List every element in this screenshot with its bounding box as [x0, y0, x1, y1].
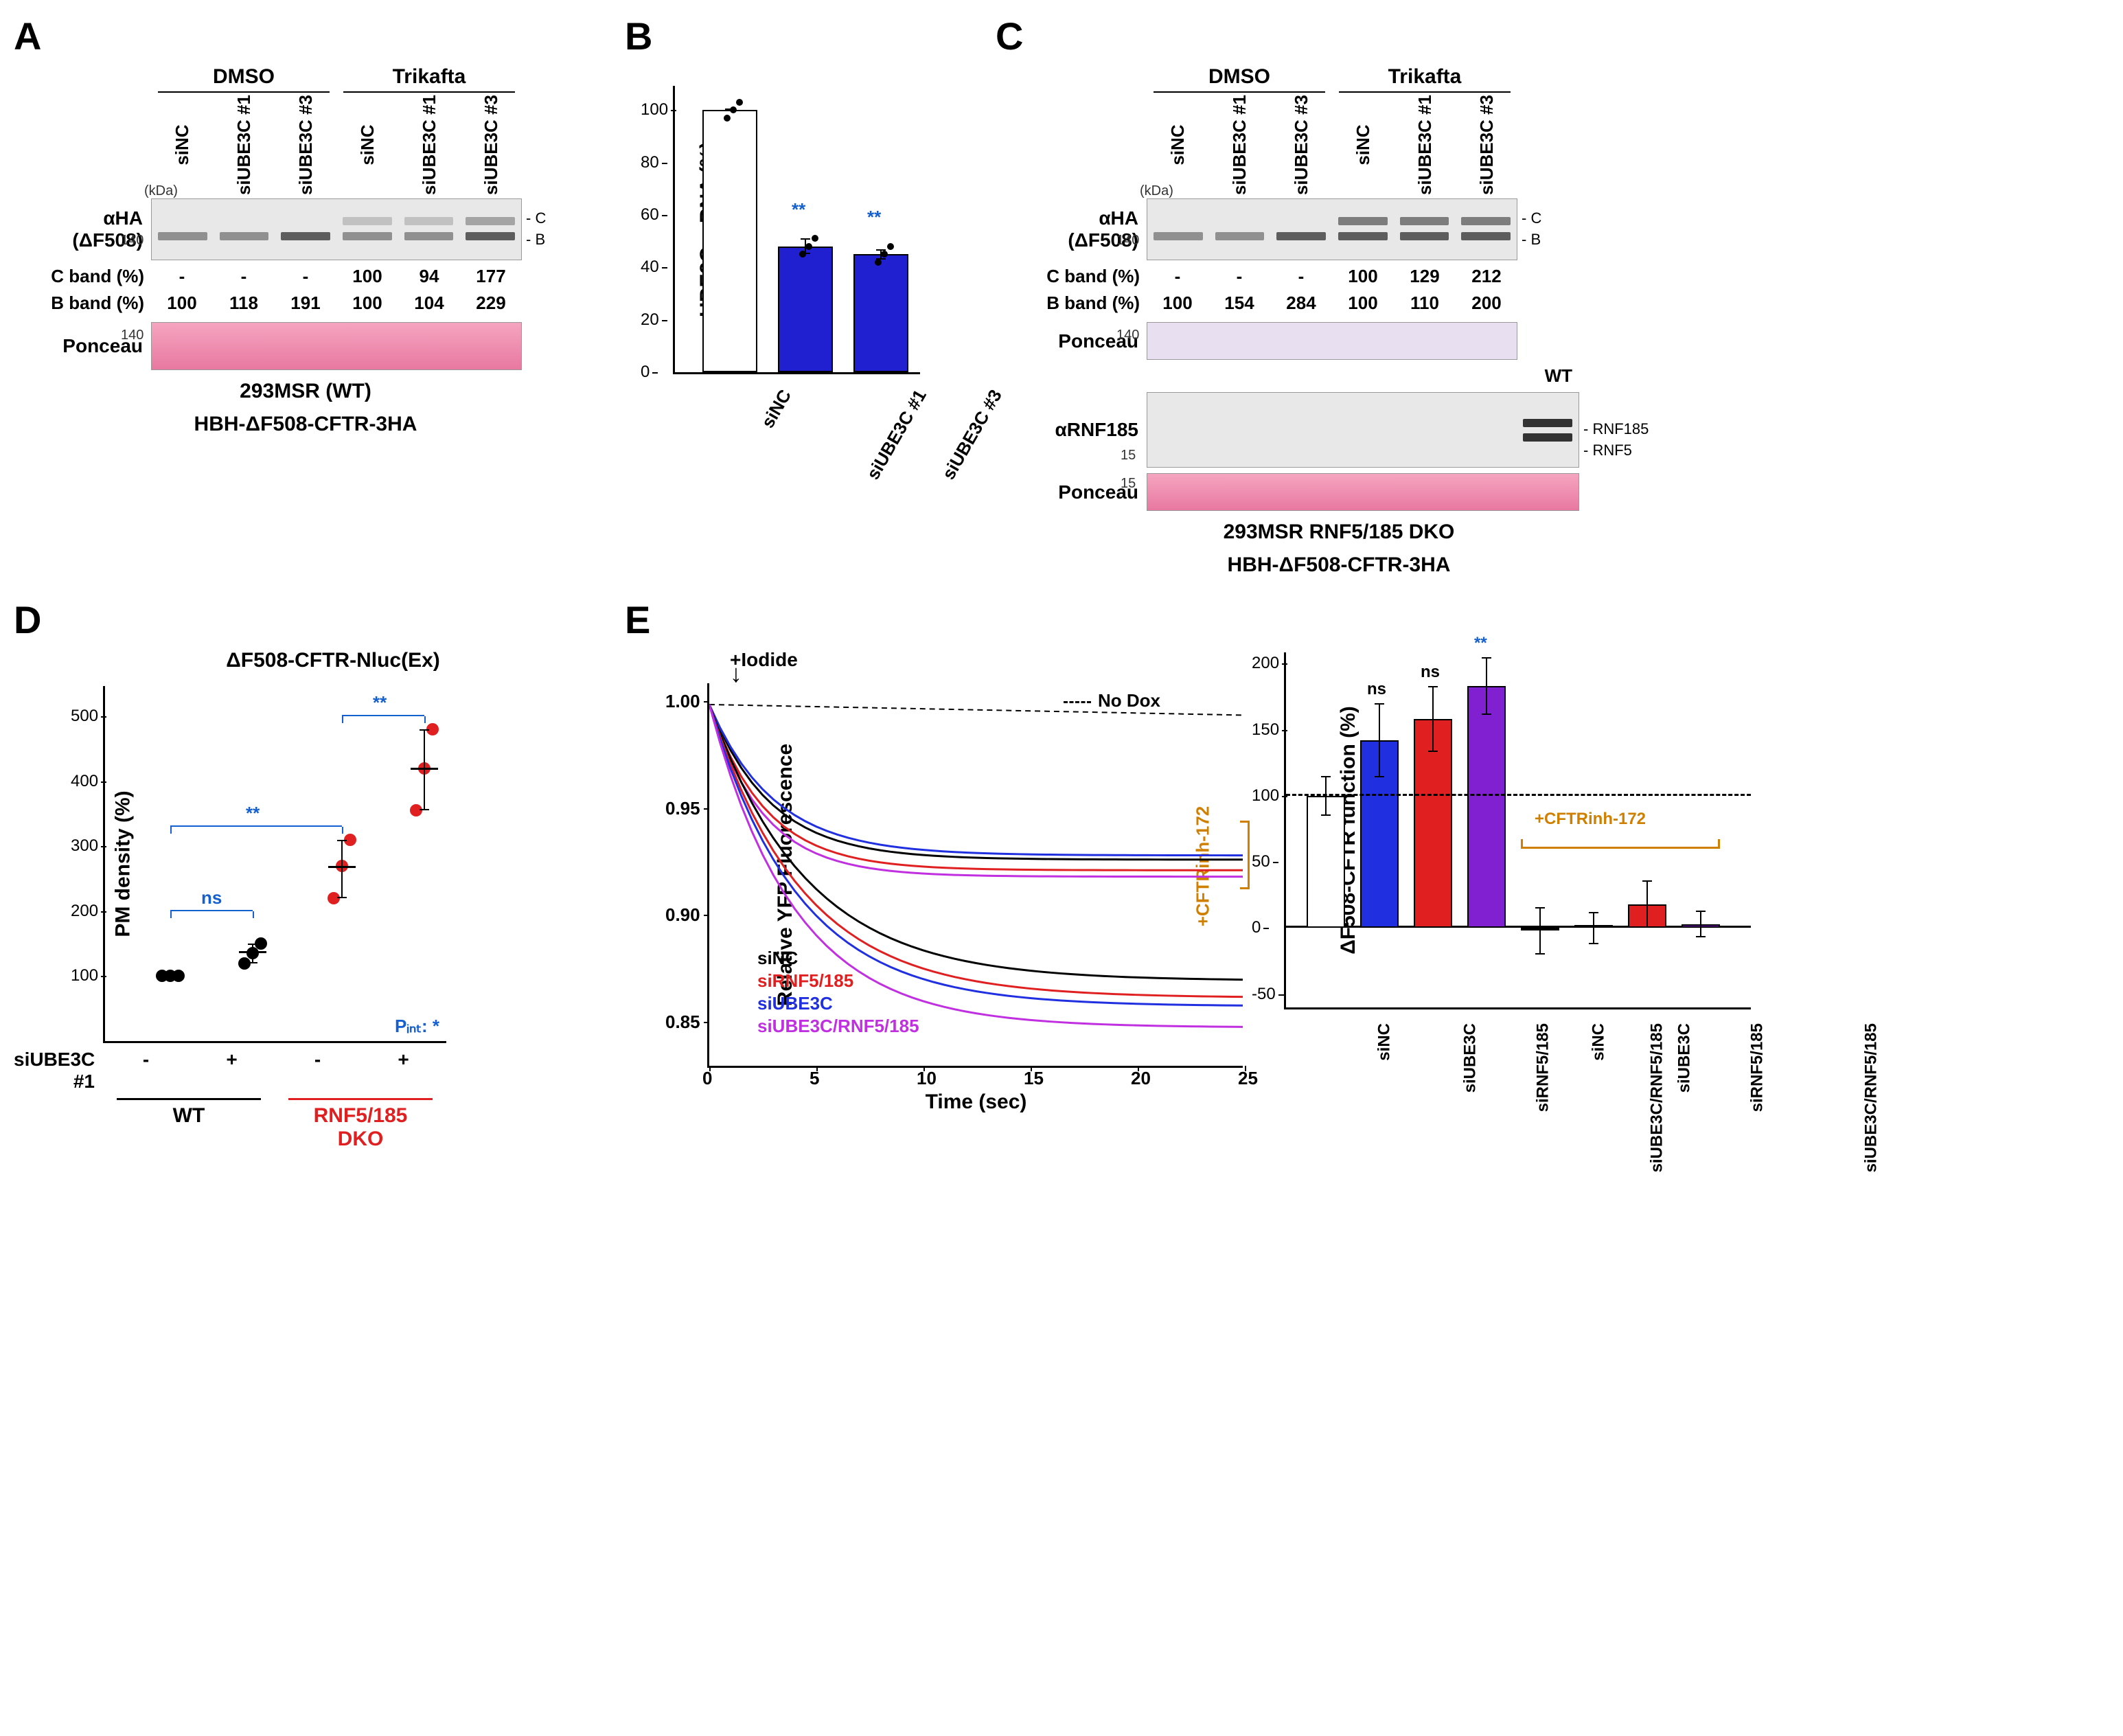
dash-line — [1286, 794, 1751, 796]
figure-root: A DMSO Trikafta siNC siUBE3C #1 siUBE3C … — [14, 14, 2109, 1174]
panel-d-label: D — [14, 597, 597, 642]
panel-e: E +Iodide ↓ Relative YFP Fluorescence No… — [625, 597, 1820, 1174]
treatment-dmso: DMSO — [158, 65, 330, 93]
legend-item: siUBE3C/RNF5/185 — [757, 1016, 919, 1037]
lane-label: siUBE3C #3 — [443, 114, 539, 176]
bar — [702, 110, 757, 372]
panel-d-ylabel: PM density (%) — [112, 790, 135, 937]
marker-140: 140 — [121, 233, 148, 249]
bar — [853, 254, 908, 372]
panel-d-xrow: siUBE3C #1 - + - + — [14, 1049, 597, 1093]
panel-e-linechart: +Iodide ↓ Relative YFP Fluorescence No D… — [707, 683, 1243, 1068]
panel-a-label: A — [14, 14, 597, 58]
panel-d: D ΔF508-CFTR-Nluc(Ex) PM density (%) 100… — [14, 597, 597, 1174]
marker-c: - C — [526, 208, 549, 229]
panel-b: B UBE3C mRNA (%) 020406080100 siNC**siUB… — [625, 14, 968, 577]
xlabel: siNC — [757, 386, 796, 432]
scatter-point — [328, 892, 340, 904]
cftrinh-label-bar: +CFTRinh-172 — [1535, 810, 1646, 829]
panel-e-xlabel: Time (sec) — [926, 1090, 1027, 1114]
pint-label: Pᵢₙₜ: * — [395, 1016, 439, 1037]
xgroup-dko: RNF5/185 DKO — [288, 1098, 433, 1151]
blot-image — [151, 198, 522, 260]
cell-line-c1: 293MSR RNF5/185 DKO — [858, 521, 1820, 544]
xlabel: siRNF5/185 — [1533, 1023, 1552, 1112]
panel-c-rnf-row: αRNF185 15 - RNF185 - RNF5 — [1023, 392, 1820, 468]
cell-line-a2: HBH-ΔF508-CFTR-3HA — [14, 413, 597, 436]
rnf-markers: - RNF185 - RNF5 — [1579, 398, 1662, 461]
panel-d-title: ΔF508-CFTR-Nluc(Ex) — [69, 649, 597, 672]
kda-label: (kDa) — [144, 183, 182, 199]
panel-c-blot-row: αHA (ΔF508) (kDa) 140 - C - B — [1023, 198, 1820, 260]
wt-label: WT — [996, 365, 1572, 387]
scatter-point — [238, 957, 251, 970]
xlabel: siUBE3C/RNF5/185 — [1861, 1023, 1881, 1172]
panel-d-xgroups: WT RNF5/185 DKO — [14, 1093, 597, 1151]
siube3c-label: siUBE3C #1 — [14, 1049, 103, 1093]
b-band-row: B band (%) 100118191100104229 — [14, 293, 597, 314]
panel-a-lanes: siNC siUBE3C #1 siUBE3C #3 siNC siUBE3C … — [41, 97, 597, 193]
bar — [1467, 686, 1506, 928]
panel-b-chart: UBE3C mRNA (%) 020406080100 siNC**siUBE3… — [673, 86, 920, 374]
band-markers: - C - B — [522, 208, 549, 251]
blot-image-c — [1147, 198, 1517, 260]
xlabel: siUBE3C — [1675, 1023, 1694, 1093]
b-band-label: B band (%) — [14, 293, 151, 314]
scatter-point — [410, 804, 422, 816]
panel-c: C DMSO Trikafta siNC siUBE3C #1 siUBE3C … — [996, 14, 1820, 577]
treatment-dmso: DMSO — [1154, 65, 1325, 93]
panel-a-treatments: DMSO Trikafta — [41, 65, 597, 97]
xlabel: siUBE3C/RNF5/185 — [1647, 1023, 1666, 1172]
xgroup-wt: WT — [117, 1098, 261, 1151]
panel-a-ponceau-row: Ponceau 140 — [41, 322, 597, 370]
cell-line-a1: 293MSR (WT) — [14, 380, 597, 403]
xlabel: siUBE3C #1 — [862, 386, 931, 483]
legend-item: siUBE3C — [757, 993, 919, 1014]
ponceau2-image-c — [1147, 473, 1579, 511]
ponceau1-image-c — [1147, 322, 1517, 360]
xlabel: siRNF5/185 — [1747, 1023, 1767, 1112]
rnf-blot-image — [1147, 392, 1579, 468]
panel-e-bar-xlabels: siNC siUBE3C siRNF5/185 siUBE3C/RNF5/185 siN… — [1284, 1009, 1751, 1174]
panel-c-treatments: DMSO Trikafta — [1023, 65, 1820, 97]
bar — [778, 247, 833, 372]
panel-c-ponceau2: Ponceau 15 — [1023, 473, 1820, 511]
band-markers-c: - C - B — [1517, 208, 1600, 251]
panel-c-label: C — [996, 14, 1820, 58]
panel-a: A DMSO Trikafta siNC siUBE3C #1 siUBE3C … — [14, 14, 597, 577]
panel-e-legend: siNC siRNF5/185 siUBE3C siUBE3C/RNF5/185 — [757, 946, 919, 1038]
panel-d-scatter: PM density (%) 100200300400500 ns**** Pᵢ… — [103, 686, 446, 1043]
b-band-row-c: B band (%) 100154284100110200 — [996, 293, 1820, 314]
c-band-row: C band (%) ---10094177 — [14, 266, 597, 287]
treatment-trikafta: Trikafta — [343, 65, 515, 93]
marker-b: - B — [526, 229, 549, 251]
panel-a-blot-row: αHA (ΔF508) (kDa) 140 - C - B — [41, 198, 597, 260]
panel-c-lanes: siNC siUBE3C #1 siUBE3C #3 siNC siUBE3C … — [1023, 97, 1820, 193]
rnf-antibody-label: αRNF185 — [1023, 419, 1147, 441]
c-band-row-c: C band (%) ---100129212 — [996, 266, 1820, 287]
legend-item: siNC — [757, 948, 919, 969]
panel-c-ponceau1: Ponceau 140 — [1023, 322, 1820, 360]
panel-e-barchart: ΔF508-CFTR function (%) -50050100150200 … — [1284, 652, 1751, 1009]
panel-e-label: E — [625, 597, 1243, 642]
c-band-label: C band (%) — [14, 266, 151, 287]
panel-b-label: B — [625, 14, 968, 58]
legend-item: siRNF5/185 — [757, 970, 919, 992]
xlabel: siNC — [1375, 1023, 1395, 1061]
cftrinh-bracket-bar — [1521, 839, 1720, 849]
cell-line-c2: HBH-ΔF508-CFTR-3HA — [858, 553, 1820, 577]
treatment-trikafta: Trikafta — [1339, 65, 1511, 93]
bar — [1307, 796, 1345, 928]
xlabel: siNC — [1590, 1023, 1609, 1061]
ponceau-image — [151, 322, 522, 370]
ponceau-marker: 140 — [121, 328, 148, 343]
xlabel: siUBE3C — [1460, 1023, 1480, 1093]
